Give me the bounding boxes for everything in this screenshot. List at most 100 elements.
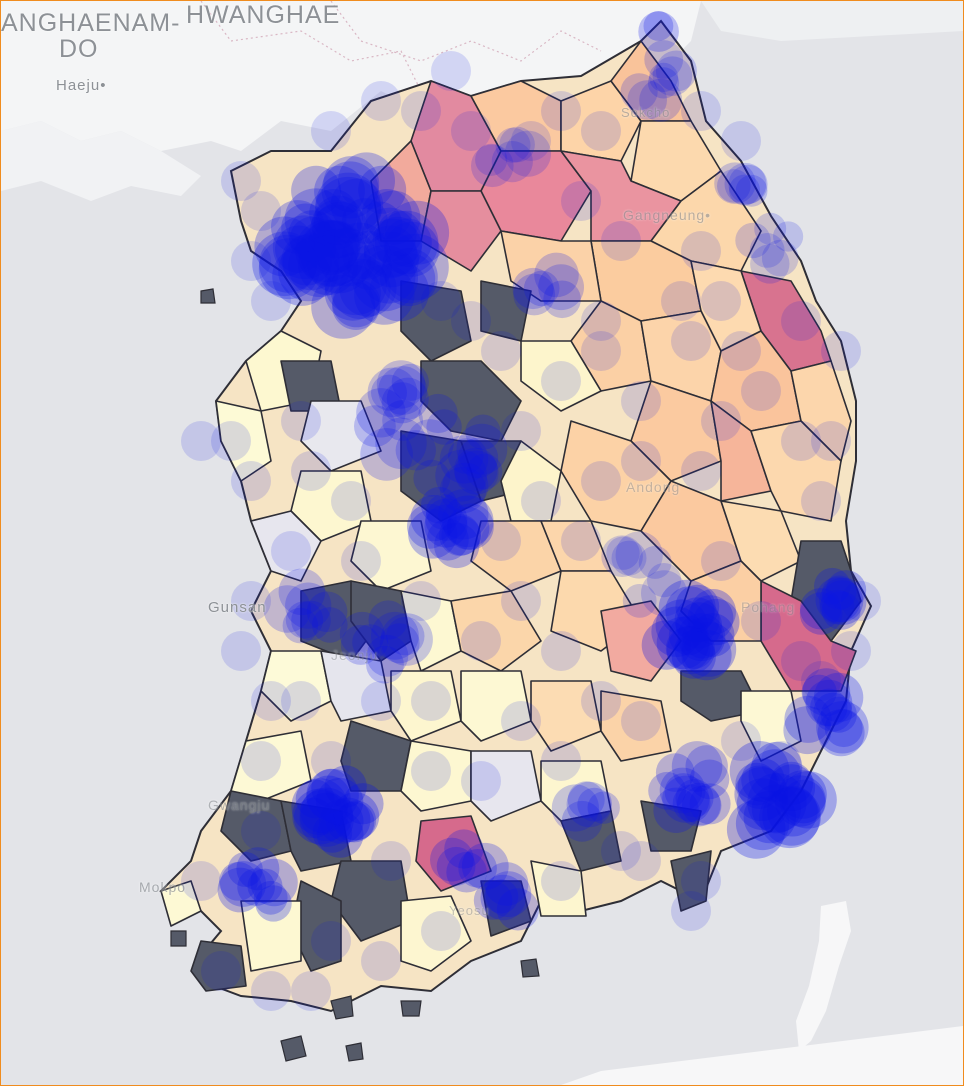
- data-bubble[interactable]: [638, 545, 672, 579]
- data-bubble[interactable]: [799, 588, 842, 630]
- data-bubble[interactable]: [681, 231, 721, 271]
- district[interactable]: [190, 940, 247, 992]
- data-bubble[interactable]: [811, 421, 851, 461]
- data-bubble[interactable]: [231, 461, 271, 501]
- data-bubble[interactable]: [356, 388, 406, 438]
- data-bubble[interactable]: [601, 535, 643, 577]
- data-bubble[interactable]: [354, 264, 415, 325]
- data-bubble[interactable]: [658, 579, 716, 637]
- data-bubble[interactable]: [271, 200, 325, 254]
- data-bubble[interactable]: [689, 759, 730, 800]
- district[interactable]: [600, 690, 672, 762]
- district[interactable]: [790, 360, 852, 462]
- data-bubble[interactable]: [263, 585, 311, 633]
- data-bubble[interactable]: [644, 40, 684, 79]
- data-bubble[interactable]: [622, 584, 657, 618]
- data-bubble[interactable]: [227, 851, 263, 887]
- data-bubble[interactable]: [466, 453, 503, 490]
- data-bubble[interactable]: [241, 191, 281, 231]
- data-bubble[interactable]: [309, 221, 361, 273]
- data-bubble[interactable]: [675, 584, 720, 629]
- data-bubble[interactable]: [666, 625, 716, 675]
- data-bubble[interactable]: [743, 790, 796, 844]
- data-bubble[interactable]: [783, 706, 832, 755]
- data-bubble[interactable]: [391, 363, 429, 401]
- data-bubble[interactable]: [339, 259, 397, 317]
- district[interactable]: [560, 810, 622, 872]
- data-bubble[interactable]: [677, 613, 726, 662]
- data-bubble[interactable]: [311, 199, 362, 250]
- data-bubble[interactable]: [241, 741, 281, 781]
- data-bubble[interactable]: [587, 791, 620, 824]
- data-bubble[interactable]: [314, 165, 365, 217]
- data-bubble[interactable]: [813, 692, 853, 732]
- data-bubble[interactable]: [761, 741, 801, 781]
- data-bubble[interactable]: [689, 783, 731, 825]
- data-bubble[interactable]: [701, 541, 741, 581]
- data-bubble[interactable]: [291, 971, 331, 1011]
- data-bubble[interactable]: [298, 235, 358, 296]
- data-bubble[interactable]: [735, 762, 778, 806]
- data-bubble[interactable]: [473, 881, 513, 920]
- data-bubble[interactable]: [342, 783, 384, 825]
- data-bubble[interactable]: [331, 792, 380, 841]
- data-bubble[interactable]: [272, 246, 332, 306]
- data-bubble[interactable]: [324, 252, 388, 316]
- district[interactable]: [460, 670, 532, 742]
- data-bubble[interactable]: [621, 701, 661, 741]
- district[interactable]: [680, 560, 762, 642]
- district[interactable]: [750, 420, 842, 522]
- data-bubble[interactable]: [421, 486, 458, 524]
- data-bubble[interactable]: [361, 249, 416, 304]
- data-bubble[interactable]: [729, 174, 760, 206]
- data-bubble[interactable]: [251, 681, 291, 721]
- data-bubble[interactable]: [615, 531, 663, 579]
- data-bubble[interactable]: [281, 234, 333, 286]
- data-bubble[interactable]: [382, 233, 449, 301]
- data-bubble[interactable]: [736, 778, 789, 830]
- data-bubble[interactable]: [485, 871, 532, 918]
- district[interactable]: [400, 280, 472, 362]
- data-bubble[interactable]: [648, 771, 686, 810]
- data-bubble[interactable]: [747, 773, 807, 833]
- data-bubble[interactable]: [375, 417, 427, 469]
- data-bubble[interactable]: [330, 258, 391, 319]
- data-bubble[interactable]: [454, 450, 499, 495]
- data-bubble[interactable]: [621, 841, 661, 881]
- data-bubble[interactable]: [651, 606, 702, 657]
- data-bubble[interactable]: [281, 401, 321, 441]
- data-bubble[interactable]: [734, 767, 789, 821]
- data-bubble[interactable]: [581, 681, 621, 721]
- data-bubble[interactable]: [430, 837, 474, 882]
- data-bubble[interactable]: [504, 130, 551, 177]
- district[interactable]: [670, 850, 712, 912]
- data-bubble[interactable]: [665, 586, 715, 636]
- data-bubble[interactable]: [741, 371, 781, 411]
- data-bubble[interactable]: [566, 781, 612, 828]
- data-bubble[interactable]: [418, 393, 458, 434]
- data-bubble[interactable]: [458, 849, 497, 888]
- data-bubble[interactable]: [361, 941, 401, 981]
- data-bubble[interactable]: [376, 360, 426, 409]
- data-bubble[interactable]: [611, 540, 647, 576]
- data-bubble[interactable]: [308, 229, 354, 276]
- district[interactable]: [240, 900, 302, 972]
- data-bubble[interactable]: [668, 615, 709, 656]
- data-bubble[interactable]: [781, 779, 826, 824]
- data-bubble[interactable]: [647, 563, 682, 598]
- data-bubble[interactable]: [444, 829, 484, 869]
- data-bubble[interactable]: [289, 216, 335, 262]
- data-bubble[interactable]: [367, 367, 418, 418]
- data-bubble[interactable]: [457, 437, 499, 479]
- data-bubble[interactable]: [819, 589, 855, 625]
- data-bubble[interactable]: [292, 788, 348, 845]
- data-bubble[interactable]: [681, 91, 721, 131]
- data-bubble[interactable]: [561, 181, 601, 221]
- district[interactable]: [250, 510, 322, 582]
- data-bubble[interactable]: [368, 600, 408, 640]
- data-bubble[interactable]: [275, 225, 323, 273]
- data-bubble[interactable]: [674, 597, 720, 643]
- data-bubble[interactable]: [484, 862, 529, 906]
- data-bubble[interactable]: [361, 81, 401, 121]
- data-bubble[interactable]: [451, 111, 491, 151]
